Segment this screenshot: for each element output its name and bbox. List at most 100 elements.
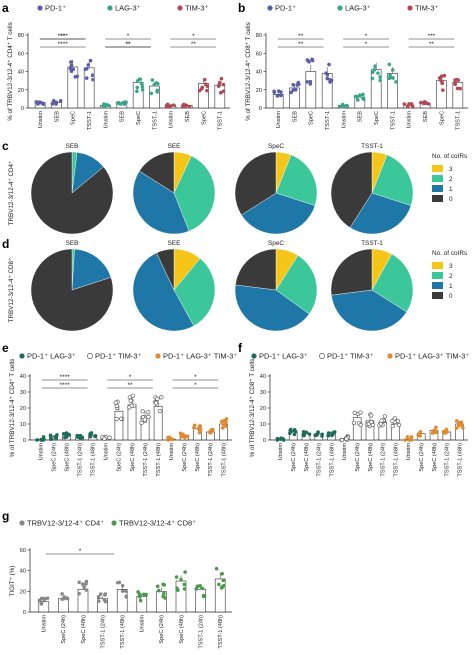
data-point-f-2-3-6 bbox=[445, 430, 449, 434]
x-tick-label-g-0-1: SpeC (24h) bbox=[61, 615, 67, 644]
data-point-g-1-1-6 bbox=[162, 583, 167, 587]
data-point-b-0-1-0 bbox=[289, 90, 293, 95]
y-tick-label-f-4: 40 bbox=[260, 374, 266, 380]
bar-b-0-2 bbox=[305, 71, 317, 109]
pie-slice-c-2-3 bbox=[234, 151, 277, 216]
data-point-f-1-3-6 bbox=[379, 418, 384, 423]
y-tick-label-f-1: 10 bbox=[260, 422, 266, 428]
data-point-b-0-0-3 bbox=[279, 93, 283, 98]
data-point-f-1-2-5 bbox=[369, 419, 374, 425]
data-point-g-1-2-6 bbox=[174, 575, 179, 579]
data-point-f-0-1-4 bbox=[288, 428, 292, 433]
x-tick-label-f-2-0: Unstim bbox=[406, 443, 412, 461]
pie-legend-label-c-2: 1 bbox=[449, 186, 453, 193]
x-tick-label-b-0-1: SEB bbox=[292, 111, 298, 122]
sig-label-e-1: **** bbox=[60, 382, 71, 389]
legend-label-f-0: PD-1⁺ LAG-3⁺ bbox=[259, 352, 308, 361]
x-tick-label-f-1-0: Unstim bbox=[342, 443, 348, 461]
data-point-a-2-2-4 bbox=[205, 88, 209, 93]
pie-slice-c-3-3 bbox=[330, 151, 373, 228]
sig-label-e-3: ** bbox=[128, 382, 134, 389]
data-point-e-2-2-3 bbox=[192, 425, 196, 430]
x-tick-label-a-1-0: Unstim bbox=[103, 111, 109, 129]
pie-legend-label-c-3: 0 bbox=[449, 196, 453, 203]
data-point-a-2-2-2 bbox=[202, 77, 207, 82]
data-point-a-1-0-4 bbox=[106, 103, 111, 108]
data-point-g-0-3-6 bbox=[102, 597, 107, 602]
data-point-a-0-0-6 bbox=[34, 100, 39, 104]
legend-marker-f-0 bbox=[251, 353, 257, 359]
legend-label-e-1: PD-1⁺ TIM-3⁺ bbox=[95, 352, 142, 361]
data-point-g-1-4-2 bbox=[214, 566, 219, 571]
data-point-e-1-4-5 bbox=[157, 408, 163, 414]
data-point-b-1-1-5 bbox=[353, 94, 358, 99]
y-tick-label-a-0: 0 bbox=[21, 106, 24, 112]
x-tick-label-f-0-2: SpeC (48h) bbox=[304, 443, 310, 472]
legend-marker-e-0 bbox=[19, 353, 25, 359]
y-tick-label-a-2: 40 bbox=[18, 70, 24, 76]
data-point-b-0-0-4 bbox=[272, 89, 276, 94]
data-point-b-2-2-4 bbox=[439, 78, 443, 83]
x-tick-label-b-2-3: TSST-1 bbox=[456, 111, 462, 130]
data-point-a-0-1-4 bbox=[58, 99, 63, 103]
data-point-g-1-1-1 bbox=[156, 588, 161, 593]
data-point-b-0-1-6 bbox=[296, 80, 301, 85]
legend-marker-b-0 bbox=[267, 5, 273, 11]
data-point-a-0-2-5 bbox=[73, 75, 78, 79]
x-tick-label-e-2-2: SpeC (48h) bbox=[195, 443, 201, 472]
data-point-e-2-3-5 bbox=[210, 427, 214, 432]
data-point-e-1-0-6 bbox=[102, 436, 107, 441]
data-point-a-0-1-5 bbox=[54, 102, 58, 106]
data-point-e-1-3-4 bbox=[142, 417, 147, 422]
legend-label-f-1: PD-1⁺ TIM-3⁺ bbox=[327, 352, 374, 361]
legend-label-a-2: TIM-3⁺ bbox=[185, 4, 209, 13]
data-point-a-2-0-6 bbox=[167, 104, 172, 109]
x-tick-label-f-2-3: TSST-1 (24h) bbox=[445, 443, 451, 477]
pie-legend-swatch-d-3 bbox=[432, 292, 443, 299]
data-point-a-1-0-6 bbox=[101, 104, 105, 108]
data-point-a-1-3-6 bbox=[155, 88, 160, 93]
data-point-f-2-4-1 bbox=[454, 426, 459, 430]
y-tick-label-b-4: 80 bbox=[256, 33, 262, 39]
data-point-g-1-4-4 bbox=[219, 586, 224, 590]
data-point-e-2-4-6 bbox=[224, 424, 228, 429]
data-point-f-1-4-6 bbox=[390, 418, 395, 424]
x-tick-label-e-2-1: SpeC (24h) bbox=[182, 443, 188, 472]
data-point-g-1-3-6 bbox=[200, 586, 205, 591]
pie-legend-label-d-2: 1 bbox=[449, 283, 453, 290]
data-point-e-0-4-4 bbox=[89, 431, 94, 435]
y-tick-label-a-4: 80 bbox=[18, 33, 24, 39]
data-point-b-1-0-5 bbox=[344, 103, 349, 108]
x-tick-label-f-0-3: TSST-1 (24h) bbox=[317, 443, 323, 477]
panel-label-e: e bbox=[2, 341, 9, 355]
data-point-g-0-2-2 bbox=[84, 588, 89, 592]
pie-legend-swatch-c-3 bbox=[432, 195, 443, 202]
data-point-g-0-1-1 bbox=[60, 592, 64, 596]
data-point-f-2-4-5 bbox=[457, 420, 461, 425]
sig-label-e-5: * bbox=[194, 382, 197, 389]
data-point-b-1-0-6 bbox=[340, 104, 345, 109]
pie-legend-swatch-c-1 bbox=[432, 175, 443, 182]
data-point-g-1-3-2 bbox=[201, 594, 206, 599]
x-tick-label-b-0-3: TSST-1 bbox=[325, 111, 331, 130]
bar-b-2-3 bbox=[452, 82, 464, 109]
legend-marker-e-1 bbox=[87, 353, 93, 359]
data-point-e-0-1-6 bbox=[48, 434, 53, 438]
legend-label-g-1: TRBV12-3/12-4⁺ CD8⁺ bbox=[119, 519, 196, 528]
data-point-f-2-2-5 bbox=[434, 429, 438, 434]
data-point-f-1-1-3 bbox=[358, 410, 363, 415]
x-tick-label-b-1-0: Unstim bbox=[341, 111, 347, 129]
data-point-a-0-3-4 bbox=[88, 58, 93, 63]
data-point-g-0-1-5 bbox=[65, 596, 70, 601]
x-tick-label-a-0-0: Unstim bbox=[38, 111, 44, 129]
legend-label-e-0: PD-1⁺ LAG-3⁺ bbox=[27, 352, 76, 361]
legend-label-g-0: TRBV12-3/12-4⁺ CD4⁺ bbox=[27, 519, 104, 528]
data-point-f-0-2-6 bbox=[301, 433, 306, 437]
data-point-b-2-3-5 bbox=[455, 86, 460, 91]
data-point-f-1-4-2 bbox=[390, 423, 395, 429]
x-tick-label-g-0-2: SpeC (48h) bbox=[81, 615, 87, 644]
data-point-g-1-2-4 bbox=[182, 582, 187, 587]
data-point-e-1-1-5 bbox=[118, 416, 124, 421]
sig-label-e-4: * bbox=[194, 374, 197, 381]
